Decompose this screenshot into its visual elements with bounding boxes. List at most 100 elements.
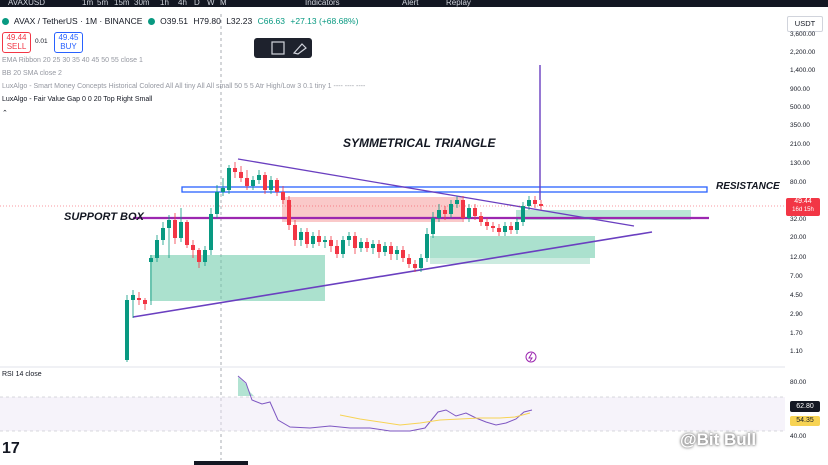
price-label: 900.00 — [790, 86, 810, 93]
candle-body — [497, 228, 501, 232]
candle-body — [263, 175, 267, 190]
rsi-value-tag: 62.80 — [790, 401, 820, 412]
candle-body — [413, 264, 417, 268]
symbol-search[interactable]: AVAXUSD — [8, 0, 46, 7]
interval-5m[interactable]: 5m — [97, 0, 109, 7]
support-zone-box — [150, 255, 325, 301]
candlestick-series — [125, 162, 543, 362]
candle-body — [419, 258, 423, 268]
candle-body — [425, 234, 429, 258]
ohlc-close: C66.63 — [257, 16, 285, 26]
rsi-ma-line — [339, 412, 531, 426]
candle-body — [173, 220, 177, 238]
collapse-legend-icon[interactable]: ⌃ — [2, 110, 8, 117]
price-label: 350.00 — [790, 122, 810, 129]
price-label: 4.50 — [790, 292, 803, 299]
alert-button[interactable]: Alert — [402, 0, 419, 7]
candle-body — [437, 210, 441, 218]
indicator-rsi[interactable]: RSI 14 close — [2, 371, 42, 378]
symbol-title[interactable]: AVAX / TetherUS · 1M · BINANCE — [13, 16, 143, 26]
price-label: 1,400.00 — [790, 67, 816, 74]
candle-body — [479, 216, 483, 222]
price-label: 130.00 — [790, 160, 810, 167]
price-label: 1.70 — [790, 330, 803, 337]
candle-body — [149, 258, 153, 262]
candle-body — [461, 200, 465, 218]
buy-label: BUY — [60, 42, 77, 51]
candle-body — [533, 200, 537, 204]
rsi-scale-label: 40.00 — [790, 433, 807, 440]
buy-price: 49.45 — [58, 33, 79, 42]
candle-body — [197, 250, 201, 262]
symmetrical-triangle-label: SYMMETRICAL TRIANGLE — [343, 136, 496, 150]
last-price-value: 49.44 — [794, 198, 812, 205]
candle-body — [449, 204, 453, 214]
candle-body — [365, 242, 369, 248]
candle-body — [137, 298, 141, 300]
interval-4h[interactable]: 4h — [178, 0, 187, 7]
interval-d[interactable]: D — [194, 0, 200, 7]
bottom-panel-tab[interactable] — [194, 461, 248, 465]
interval-m[interactable]: M — [220, 0, 227, 7]
candle-body — [293, 225, 297, 240]
candle-body — [275, 180, 279, 192]
fair-value-gap-zone — [516, 210, 691, 220]
price-label: 500.00 — [790, 104, 810, 111]
candle-body — [515, 222, 519, 230]
ohlc-high: H79.80 — [193, 16, 221, 26]
candle-body — [287, 200, 291, 225]
flash-icon — [525, 351, 537, 363]
candle-body — [371, 244, 375, 248]
interval-1h[interactable]: 1h — [160, 0, 169, 7]
candle-body — [167, 220, 171, 228]
sell-button[interactable]: 49.44 SELL — [2, 32, 31, 53]
candle-body — [239, 172, 243, 178]
candle-body — [359, 242, 363, 248]
tradingview-logo[interactable]: 17 — [2, 440, 20, 457]
candle-body — [503, 226, 507, 232]
candle-body — [341, 240, 345, 254]
indicator-fvg[interactable]: LuxAlgo - Fair Value Gap 0 0 20 Top Righ… — [2, 96, 153, 103]
candle-body — [491, 226, 495, 228]
candle-body — [221, 188, 225, 192]
resistance-label: RESISTANCE — [716, 181, 780, 192]
indicator-ema-ribbon[interactable]: EMA Ribbon 20 25 30 35 40 45 50 55 close… — [2, 57, 143, 64]
triangle-lower-trendline — [132, 231, 653, 318]
buy-button[interactable]: 49.45 BUY — [54, 32, 83, 53]
candle-body — [251, 180, 255, 186]
indicators-button[interactable]: Indicators — [305, 0, 340, 7]
candle-body — [161, 228, 165, 240]
replay-button[interactable]: Replay — [446, 0, 471, 7]
currency-selector[interactable]: USDT — [787, 16, 823, 32]
market-status-icon — [147, 18, 155, 26]
candle-body — [203, 250, 207, 262]
rsi-overbought-fill — [238, 377, 254, 396]
price-label: 32.00 — [790, 216, 807, 223]
candle-body — [185, 222, 189, 245]
candle-body — [317, 236, 321, 242]
flash-bolt-icon — [528, 352, 533, 362]
price-label: 2.90 — [790, 311, 803, 318]
spread-value: 0.01 — [35, 38, 48, 45]
ohlc-open: O39.51 — [160, 16, 189, 26]
bar-countdown: 16d 15h — [792, 207, 814, 213]
candle-body — [353, 236, 357, 248]
candle-body — [227, 168, 231, 190]
drawing-toolbar[interactable] — [254, 38, 312, 58]
rsi-scale-label: 80.00 — [790, 379, 807, 386]
candle-body — [443, 210, 447, 214]
interval-30m[interactable]: 30m — [134, 0, 150, 7]
indicator-bb[interactable]: BB 20 SMA close 2 — [2, 70, 62, 77]
candle-body — [467, 208, 471, 218]
candle-body — [233, 168, 237, 172]
interval-w[interactable]: W — [207, 0, 215, 7]
interval-15m[interactable]: 15m — [114, 0, 130, 7]
brush-tool-icon — [292, 43, 307, 55]
rectangle-tool-icon — [271, 41, 285, 55]
interval-1m[interactable]: 1m — [82, 0, 94, 7]
price-label: 1.10 — [790, 348, 803, 355]
indicator-smc[interactable]: LuxAlgo - Smart Money Concepts Historica… — [2, 83, 366, 90]
candle-body — [191, 245, 195, 250]
candle-body — [131, 295, 135, 300]
